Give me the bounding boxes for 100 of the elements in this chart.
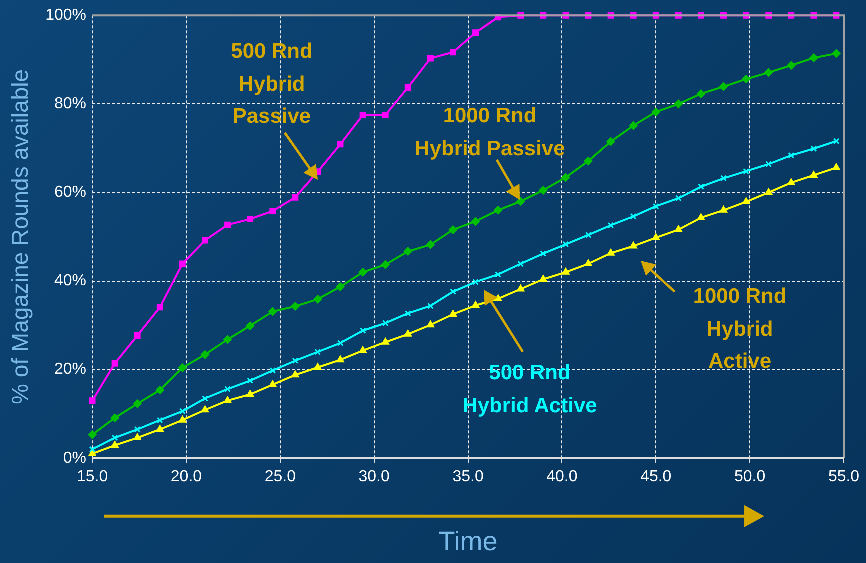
point <box>788 152 795 159</box>
point <box>494 206 503 215</box>
point <box>629 122 638 130</box>
point <box>382 112 389 118</box>
point <box>336 282 345 292</box>
text: 1000 Rnd Hybrid Active <box>693 284 787 376</box>
point <box>584 260 592 267</box>
point <box>112 360 118 367</box>
point <box>674 226 682 232</box>
point <box>540 250 547 258</box>
x-tick-label: 30.0 <box>358 468 390 486</box>
point <box>270 208 276 215</box>
series-label: 1000 Rnd Hybrid Passive <box>414 103 566 162</box>
point <box>314 348 322 356</box>
point <box>697 214 705 220</box>
point <box>292 194 299 201</box>
point <box>765 188 773 196</box>
point <box>247 378 254 384</box>
point <box>427 302 434 310</box>
point <box>585 232 592 238</box>
point <box>134 332 141 339</box>
point <box>472 30 479 36</box>
point <box>606 138 616 146</box>
point <box>766 161 772 168</box>
point <box>360 328 366 334</box>
x-tick-label: 25.0 <box>264 468 296 486</box>
x-tick-label: 40.0 <box>546 468 578 486</box>
point <box>652 203 660 210</box>
point <box>268 308 278 316</box>
point <box>494 294 502 302</box>
x-tick-label: 50.0 <box>734 468 766 486</box>
point <box>810 146 818 152</box>
point <box>450 49 456 56</box>
series-label: 500 Rnd Hybrid Passive <box>231 39 313 130</box>
point <box>404 247 412 256</box>
point <box>314 363 322 370</box>
point <box>539 186 548 195</box>
point <box>179 408 186 415</box>
point <box>224 396 232 404</box>
point <box>156 386 164 394</box>
point <box>404 310 412 317</box>
point <box>426 320 434 328</box>
y-tick-label: 40% <box>54 272 87 290</box>
point <box>382 320 389 327</box>
point <box>810 54 818 62</box>
point <box>292 358 299 364</box>
point <box>110 414 120 422</box>
point <box>720 206 728 213</box>
point <box>88 430 97 440</box>
point <box>448 226 458 234</box>
point <box>720 175 727 182</box>
point <box>89 446 96 453</box>
point <box>134 434 142 441</box>
point <box>134 426 141 433</box>
point <box>698 184 704 190</box>
point <box>156 417 164 424</box>
point <box>675 195 682 202</box>
point <box>178 416 186 423</box>
point <box>89 398 96 404</box>
x-tick-label: 55.0 <box>828 468 860 486</box>
point <box>202 395 208 402</box>
point <box>472 301 480 308</box>
point <box>224 386 232 393</box>
point <box>674 100 683 108</box>
point <box>382 338 390 345</box>
point <box>472 278 479 286</box>
point <box>810 171 818 178</box>
point <box>404 330 412 337</box>
point <box>111 441 119 448</box>
point <box>426 240 435 250</box>
point <box>562 173 570 182</box>
point <box>336 356 344 363</box>
x-axis-title: Time <box>438 526 498 556</box>
point <box>360 112 366 118</box>
point <box>608 222 614 229</box>
point <box>200 350 210 360</box>
point <box>743 168 750 175</box>
point <box>630 242 638 249</box>
point <box>381 260 390 270</box>
point <box>832 164 840 170</box>
y-axis-title: % of Magazine Rounds available <box>7 70 34 404</box>
point <box>156 304 164 311</box>
point <box>404 84 412 91</box>
point <box>562 268 570 275</box>
point <box>517 285 525 292</box>
x-tick-label: 35.0 <box>452 468 484 486</box>
y-tick-label: 60% <box>54 184 87 202</box>
point <box>88 450 96 456</box>
point <box>584 157 593 166</box>
point <box>202 237 208 244</box>
point <box>652 108 660 116</box>
point <box>495 271 502 278</box>
x-tick-label: 45.0 <box>640 468 672 486</box>
point <box>696 90 706 98</box>
point <box>224 335 232 344</box>
point <box>720 82 728 92</box>
point <box>358 268 368 277</box>
point <box>562 241 570 248</box>
point <box>518 260 524 268</box>
point <box>450 288 456 296</box>
